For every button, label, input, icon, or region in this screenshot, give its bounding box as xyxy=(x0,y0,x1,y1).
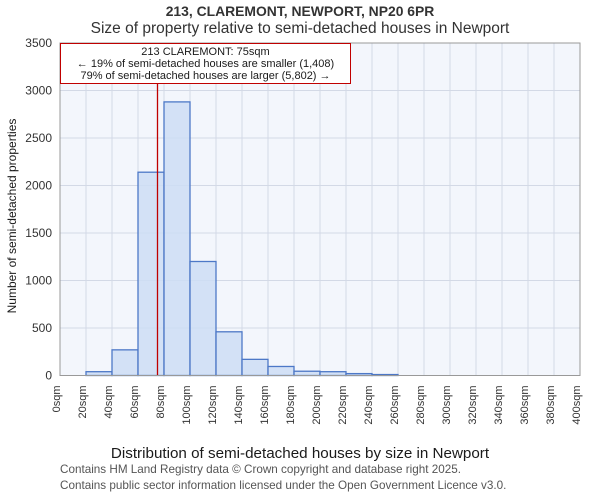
svg-text:80sqm: 80sqm xyxy=(155,386,167,419)
svg-text:0sqm: 0sqm xyxy=(51,386,63,413)
svg-text:200sqm: 200sqm xyxy=(311,386,323,425)
svg-text:3000: 3000 xyxy=(25,84,52,98)
svg-text:60sqm: 60sqm xyxy=(129,386,141,419)
svg-text:40sqm: 40sqm xyxy=(103,386,115,419)
svg-text:100sqm: 100sqm xyxy=(181,386,193,425)
svg-text:380sqm: 380sqm xyxy=(545,386,557,425)
svg-text:1000: 1000 xyxy=(25,274,52,288)
svg-text:280sqm: 280sqm xyxy=(415,386,427,425)
svg-text:1500: 1500 xyxy=(25,226,52,240)
svg-text:0: 0 xyxy=(45,369,52,383)
svg-text:120sqm: 120sqm xyxy=(207,386,219,425)
svg-text:300sqm: 300sqm xyxy=(441,386,453,425)
svg-text:240sqm: 240sqm xyxy=(363,386,375,425)
svg-text:180sqm: 180sqm xyxy=(285,386,297,425)
svg-text:340sqm: 340sqm xyxy=(493,386,505,425)
svg-text:320sqm: 320sqm xyxy=(467,386,479,425)
svg-text:360sqm: 360sqm xyxy=(519,386,531,425)
svg-text:140sqm: 140sqm xyxy=(233,386,245,425)
svg-text:220sqm: 220sqm xyxy=(337,386,349,425)
svg-text:3500: 3500 xyxy=(25,36,52,50)
svg-text:260sqm: 260sqm xyxy=(389,386,401,425)
svg-text:2000: 2000 xyxy=(25,179,52,193)
svg-text:160sqm: 160sqm xyxy=(259,386,271,425)
svg-text:400sqm: 400sqm xyxy=(571,386,583,425)
svg-text:20sqm: 20sqm xyxy=(77,386,89,419)
svg-text:2500: 2500 xyxy=(25,131,52,145)
svg-text:500: 500 xyxy=(32,321,52,335)
